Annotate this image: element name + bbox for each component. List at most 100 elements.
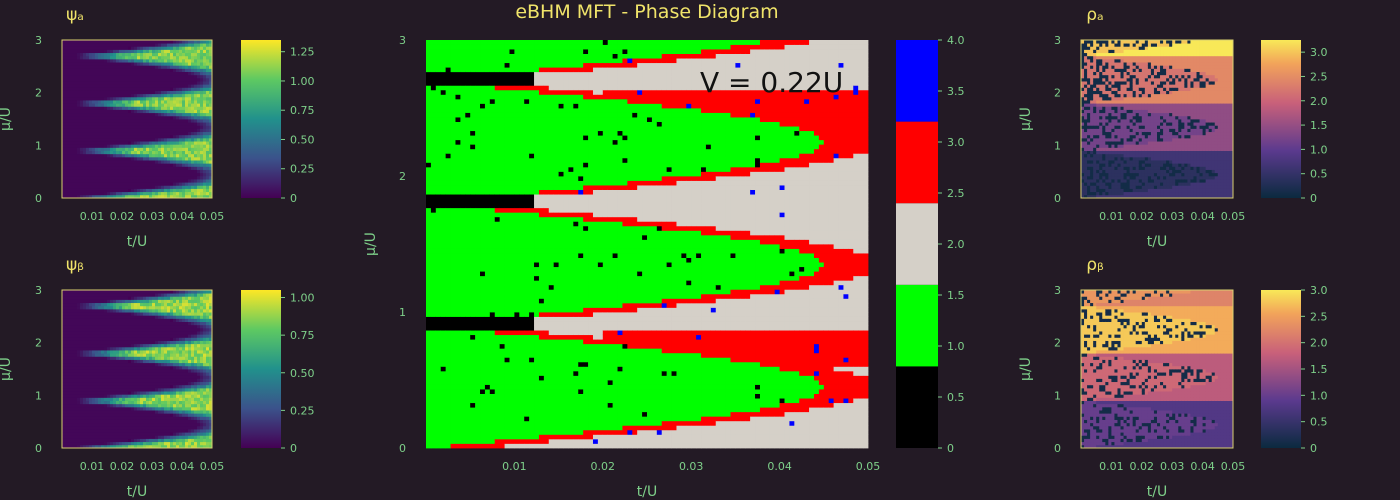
psi-b-cell <box>119 435 123 439</box>
psi-b-cell <box>128 441 132 446</box>
psi-a-cell <box>107 150 111 155</box>
psi-b-cell <box>152 359 156 364</box>
psi-a-cell <box>194 84 198 88</box>
psi-a-cell <box>101 166 105 170</box>
psi-a-cell <box>128 74 132 79</box>
psi-a-cell <box>101 65 105 69</box>
psi-a-cell <box>92 65 96 69</box>
psi-b-cell <box>137 356 141 360</box>
psi-b-cell <box>206 403 210 408</box>
psi-b-cell <box>131 350 135 354</box>
psi-b-cell <box>110 397 114 401</box>
psi-a-cell <box>113 141 117 145</box>
psi-a-cell <box>131 185 135 189</box>
psi-a-cell <box>119 65 123 69</box>
psi-a-cell <box>101 77 105 82</box>
psi-a-cell <box>89 163 93 167</box>
psi-b-cell <box>89 378 93 383</box>
psi-b-cell <box>146 384 150 389</box>
psi-a-cell <box>125 74 129 79</box>
psi-a-cell <box>146 191 150 196</box>
psi-a-cell <box>137 77 141 82</box>
psi-b-cell <box>155 290 159 294</box>
psi-a-cell <box>131 93 135 98</box>
psi-a-cell <box>140 144 144 148</box>
psi-a-cell <box>119 100 123 104</box>
psi-a-cell <box>152 62 156 66</box>
psi-a-cell <box>143 115 147 120</box>
psi-a-cell <box>101 90 105 95</box>
psi-a-cell <box>128 141 132 145</box>
psi-b-cell <box>116 435 120 439</box>
psi-a-cell <box>95 172 99 177</box>
psi-a-cell <box>158 96 162 101</box>
psi-b-cell <box>80 293 84 297</box>
psi-b-cell <box>176 403 180 408</box>
psi-b-cell <box>203 290 207 294</box>
psi-a-cell <box>182 160 186 164</box>
psi-b-cell <box>125 419 129 424</box>
psi-b-cell <box>182 384 186 389</box>
psi-b-cell <box>176 346 180 351</box>
psi-a-cell <box>110 175 114 180</box>
psi-a-cell <box>119 93 123 98</box>
psi-b-cell <box>113 340 117 345</box>
psi-a-cell <box>158 84 162 88</box>
psi-a-cell <box>134 131 138 136</box>
psi-a-cell <box>191 103 195 107</box>
psi-b-cell <box>200 391 204 395</box>
psi-a-cell <box>191 191 195 196</box>
psi-b-cell <box>110 384 114 389</box>
psi-b-cell <box>194 419 198 424</box>
psi-a-cell <box>206 77 210 82</box>
psi-a-cell <box>158 106 162 110</box>
psi-b-cell <box>83 299 87 304</box>
psi-b-cell <box>128 350 132 354</box>
psi-a-cell <box>200 55 204 60</box>
psi-b-cell <box>107 400 111 405</box>
psi-b-cell <box>176 397 180 401</box>
psi-b-cell <box>182 375 186 379</box>
psi-b-cell <box>179 331 183 335</box>
psi-b-cell <box>107 432 111 436</box>
psi-a-cell <box>188 166 192 170</box>
psi-a-cell <box>161 71 165 76</box>
psi-a-cell <box>116 90 120 95</box>
psi-a-cell <box>134 188 138 193</box>
psi-b-cell <box>86 381 90 386</box>
psi-a-cell <box>197 109 201 114</box>
psi-b-cell <box>68 422 72 427</box>
psi-b-cell <box>164 372 168 376</box>
psi-b-cell <box>203 444 207 449</box>
psi-a-cell <box>98 182 102 186</box>
psi-a-cell <box>146 134 150 139</box>
psi-a-cell <box>122 40 126 44</box>
psi-a-cell <box>149 109 153 114</box>
psi-b-cell <box>101 419 105 424</box>
psi-b-cell <box>146 391 150 395</box>
psi-b-cell <box>170 394 174 398</box>
psi-a-cell <box>98 188 102 193</box>
psi-b-cell <box>179 324 183 329</box>
psi-b-cell <box>131 324 135 329</box>
psi-b-cell <box>62 381 66 386</box>
psi-a-cell <box>167 40 171 44</box>
psi-a-cell <box>197 163 201 167</box>
psi-b-cell <box>146 334 150 338</box>
psi-b-cell <box>155 400 159 405</box>
psi-b-cell <box>191 365 195 370</box>
psi-b-cell <box>122 337 126 341</box>
psi-a-cell <box>158 46 162 50</box>
psi-b-cell <box>173 378 177 383</box>
psi-b-cell <box>164 321 168 326</box>
psi-a-cell <box>194 185 198 189</box>
psi-a-cell <box>200 194 204 199</box>
psi-a-cell <box>83 81 87 85</box>
psi-b-cell <box>176 324 180 329</box>
psi-b-cell <box>140 365 144 370</box>
psi-b-cell <box>206 293 210 297</box>
psi-b-cell <box>89 438 93 443</box>
psi-b-cell <box>71 356 75 360</box>
psi-a-cell <box>62 163 66 167</box>
psi-b-cell <box>194 387 198 392</box>
